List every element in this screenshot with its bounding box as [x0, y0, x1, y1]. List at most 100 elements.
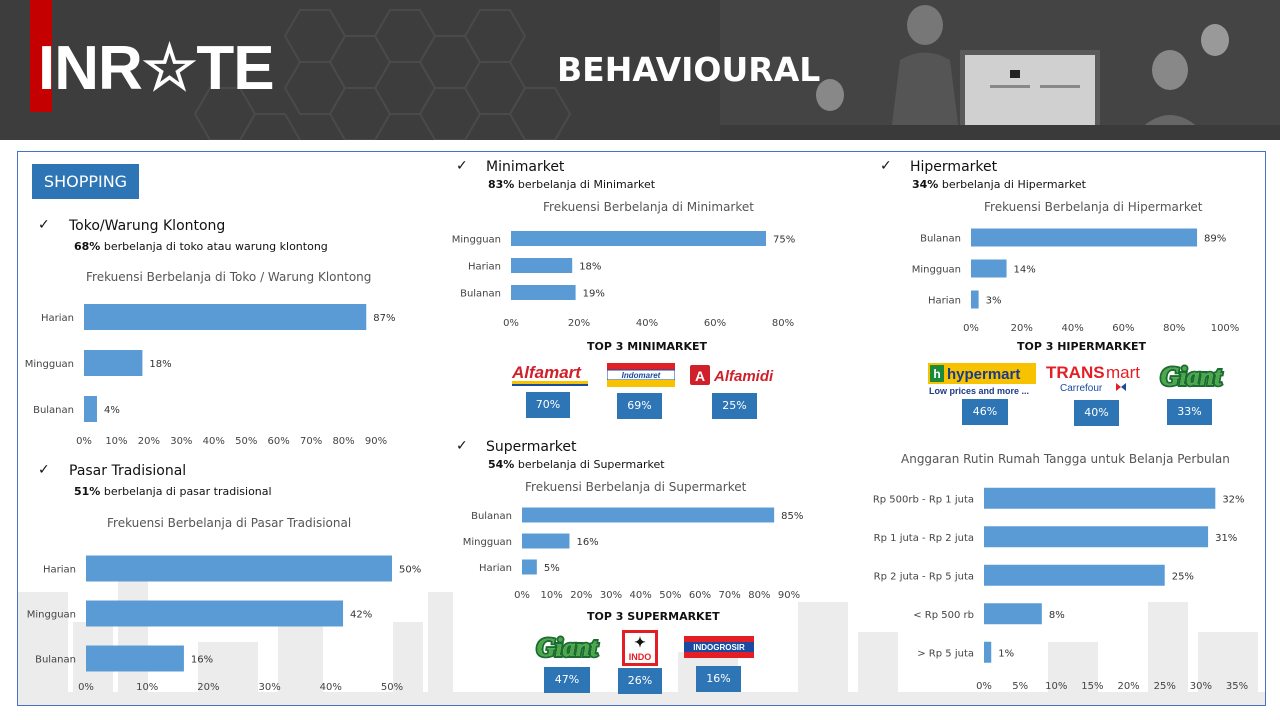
- hiper-x-tick: 20%: [1011, 323, 1033, 334]
- indomaret-percentage: 69%: [617, 393, 662, 419]
- toko-x-tick: 80%: [332, 436, 354, 447]
- mini-bar: [511, 231, 766, 246]
- svg-text:Alfamidi: Alfamidi: [713, 368, 774, 385]
- toko-data-label: 18%: [149, 359, 171, 370]
- toko-x-tick: 0%: [76, 436, 92, 447]
- mini-x-tick: 60%: [704, 318, 726, 329]
- anggaran-data-label: 32%: [1222, 494, 1244, 505]
- hiper-chart-title: Frekuensi Berbelanja di Hipermarket: [984, 200, 1203, 214]
- hiper-x-tick: 80%: [1163, 323, 1185, 334]
- super-data-label: 5%: [544, 563, 560, 574]
- mini-data-label: 75%: [773, 235, 795, 246]
- toko-x-tick: 40%: [203, 436, 225, 447]
- alfamart-logo: Alfamart: [511, 363, 588, 386]
- toko-frequency-chart: Frekuensi Berbelanja di Toko / Warung Kl…: [25, 270, 396, 447]
- anggaran-x-tick: 10%: [1045, 681, 1067, 692]
- hiper-category-label: Mingguan: [912, 265, 961, 276]
- giant-hiper-logo: Giant Giant: [1159, 360, 1224, 393]
- toko-section-title: Toko/Warung Klontong: [69, 218, 226, 234]
- pasar-category-label: Harian: [43, 565, 76, 576]
- svg-text:h: h: [933, 367, 940, 381]
- hiper-frequency-chart: Frekuensi Berbelanja di Hipermarket Bulan…: [912, 200, 1240, 334]
- super-x-tick: 0%: [514, 590, 530, 601]
- hypermart-percentage: 46%: [962, 399, 1008, 425]
- super-data-label: 85%: [781, 511, 803, 522]
- toko-category-label: Mingguan: [25, 359, 74, 370]
- hiper-x-tick: 40%: [1061, 323, 1083, 334]
- svg-text:Giant: Giant: [1161, 362, 1222, 391]
- super-share-text: berbelanja di Supermarket: [514, 458, 665, 471]
- logo-accent-bar: [30, 0, 52, 112]
- pasar-category-label: Mingguan: [27, 610, 76, 621]
- pasar-category-label: Bulanan: [35, 655, 76, 666]
- toko-x-tick: 20%: [138, 436, 160, 447]
- brand-logo: INR☆TE: [38, 34, 275, 103]
- mini-category-label: Harian: [468, 262, 501, 273]
- pasar-x-tick: 30%: [258, 682, 280, 693]
- check-icon: ✓: [456, 158, 468, 174]
- mini-category-label: Bulanan: [460, 289, 501, 300]
- svg-text:hypermart: hypermart: [947, 366, 1020, 383]
- svg-text:✦: ✦: [634, 634, 646, 650]
- pasar-bar: [86, 600, 344, 627]
- toko-bar: [84, 350, 143, 376]
- indogrosir-percentage: 16%: [696, 666, 741, 692]
- pasar-x-tick: 50%: [381, 682, 403, 693]
- svg-text:Alfamart: Alfamart: [511, 363, 582, 382]
- super-bar: [522, 559, 537, 575]
- super-section-title: Supermarket: [486, 439, 577, 455]
- mini-frequency-chart: Frekuensi Berbelanja di Minimarket Minggu…: [452, 200, 795, 329]
- super-category-label: Mingguan: [463, 537, 512, 548]
- indogrosir-logo: INDOGROSIR: [684, 636, 754, 658]
- super-x-tick: 40%: [630, 590, 652, 601]
- super-frequency-chart: Frekuensi Berbelanja di Supermarket Bulan…: [463, 480, 804, 601]
- meeting-photo: [720, 0, 1280, 140]
- anggaran-x-tick: 20%: [1117, 681, 1139, 692]
- hiper-data-label: 14%: [1014, 265, 1036, 276]
- svg-text:Giant: Giant: [537, 633, 598, 662]
- super-x-tick: 60%: [689, 590, 711, 601]
- pasar-x-tick: 40%: [320, 682, 342, 693]
- mini-bar: [511, 285, 576, 300]
- pasar-chart-title: Frekuensi Berbelanja di Pasar Tradisiona…: [107, 516, 351, 530]
- toko-x-tick: 60%: [268, 436, 290, 447]
- giant-super-percentage: 47%: [544, 667, 590, 693]
- pasar-frequency-chart: Frekuensi Berbelanja di Pasar Tradisiona…: [27, 516, 421, 693]
- svg-text:INDOGROSIR: INDOGROSIR: [693, 643, 745, 652]
- hiper-bar: [971, 290, 979, 309]
- super-x-tick: 70%: [719, 590, 741, 601]
- top3-super-title: TOP 3 SUPERMARKET: [587, 610, 720, 623]
- hiper-section-subtitle: 34% berbelanja di Hipermarket: [912, 178, 1086, 192]
- mini-share-text: berbelanja di Minimarket: [514, 178, 656, 191]
- super-bar: [522, 507, 775, 523]
- anggaran-category-label: Rp 500rb - Rp 1 juta: [873, 494, 974, 505]
- toko-x-tick: 30%: [170, 436, 192, 447]
- mini-section-subtitle: 83% berbelanja di Minimarket: [488, 178, 655, 192]
- alfamidi-percentage: 25%: [712, 393, 757, 419]
- super-category-label: Harian: [479, 563, 512, 574]
- anggaran-x-tick: 0%: [976, 681, 992, 692]
- svg-text:Indomaret: Indomaret: [622, 371, 661, 380]
- toko-data-label: 87%: [373, 313, 395, 324]
- anggaran-x-tick: 25%: [1154, 681, 1176, 692]
- mini-x-tick: 20%: [568, 318, 590, 329]
- pasar-data-label: 16%: [191, 655, 213, 666]
- toko-x-tick: 90%: [365, 436, 387, 447]
- pasar-share-text: berbelanja di pasar tradisional: [100, 485, 272, 498]
- toko-chart-title: Frekuensi Berbelanja di Toko / Warung Kl…: [86, 270, 371, 284]
- svg-text:Giant: Giant: [537, 633, 598, 662]
- anggaran-data-label: 8%: [1049, 610, 1065, 621]
- super-x-tick: 90%: [778, 590, 800, 601]
- hiper-share-text: berbelanja di Hipermarket: [938, 178, 1086, 191]
- mini-chart-title: Frekuensi Berbelanja di Minimarket: [543, 200, 754, 214]
- pasar-x-tick: 10%: [136, 682, 158, 693]
- hiper-x-tick: 100%: [1211, 323, 1240, 334]
- anggaran-x-tick: 5%: [1012, 681, 1028, 692]
- svg-text:TRANS: TRANS: [1046, 363, 1105, 382]
- toko-section-subtitle: 68% berbelanja di toko atau warung klont…: [74, 240, 328, 254]
- hiper-bar: [971, 259, 1007, 278]
- transmart-percentage: 40%: [1074, 400, 1119, 426]
- toko-x-tick: 50%: [235, 436, 257, 447]
- toko-share-text: berbelanja di toko atau warung klontong: [100, 240, 328, 253]
- pasar-share: 51%: [74, 485, 101, 498]
